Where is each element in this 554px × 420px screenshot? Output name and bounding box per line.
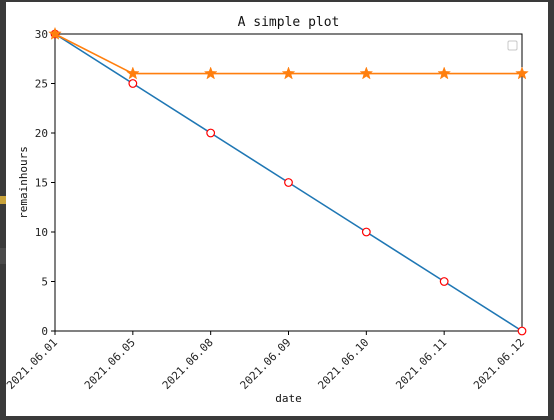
series-2-point xyxy=(125,66,140,80)
figure-canvas: A simple plot date remainhours 0 5 10 15 20 2… xyxy=(6,2,548,416)
series-1-point xyxy=(128,79,138,88)
series-2-point xyxy=(203,66,218,80)
line-chart: A simple plot date remainhours 051015202… xyxy=(6,15,529,405)
y-tick-label: 15 xyxy=(35,177,48,190)
y-tick-label: 5 xyxy=(41,276,48,289)
series-1-point xyxy=(206,128,216,138)
x-tick-label: 2021.06.09 xyxy=(238,336,294,392)
chart-title: A simple plot xyxy=(238,15,340,30)
legend-box xyxy=(507,40,518,51)
left-edge-accent xyxy=(0,196,6,204)
y-axis-label: remainhours xyxy=(17,146,30,219)
x-tick-label: 2021.06.10 xyxy=(315,336,371,392)
series-2-point xyxy=(281,66,296,80)
x-tick-label: 2021.06.12 xyxy=(471,336,527,392)
x-tick-label: 2021.06.05 xyxy=(82,336,138,392)
x-tick-label: 2021.06.11 xyxy=(393,336,449,392)
left-edge-marker xyxy=(0,248,6,264)
y-tick-label: 10 xyxy=(35,226,48,239)
x-tick-label: 2021.06.08 xyxy=(160,336,216,392)
series-2-point xyxy=(515,66,529,80)
series-2-point xyxy=(48,26,62,40)
x-tick-label: 2021.06.01 xyxy=(6,336,60,392)
series-1-point xyxy=(517,326,527,336)
y-tick-label: 20 xyxy=(35,127,48,140)
series-1-point xyxy=(361,227,371,237)
series-1-point xyxy=(284,178,293,187)
x-axis-label: date xyxy=(275,392,302,405)
y-tick-label: 30 xyxy=(35,28,48,41)
plot-area: 0 5 10 15 20 25 30 2021.06.01 2021.06.05 2021.06.… xyxy=(6,26,529,392)
series-2-point xyxy=(437,66,452,80)
series-2-point xyxy=(359,66,374,80)
y-tick-label: 25 xyxy=(35,78,48,91)
series-1-point xyxy=(439,277,449,286)
y-tick-label: 0 xyxy=(41,325,48,338)
